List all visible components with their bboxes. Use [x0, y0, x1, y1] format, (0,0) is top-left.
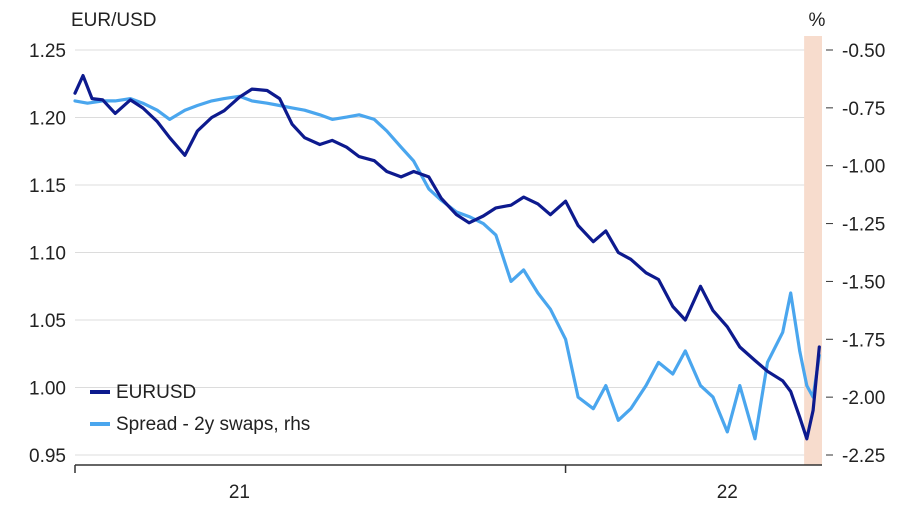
x-tick-label: 22: [717, 482, 738, 503]
right-tick-label: -1.25: [842, 215, 885, 236]
right-axis-title: %: [809, 10, 826, 31]
legend-label-eurusd: EURUSD: [116, 382, 196, 403]
right-tick-label: -1.75: [842, 330, 885, 351]
series-line-spread: [73, 94, 821, 441]
left-tick-label: 1.15: [29, 176, 66, 197]
legend: EURUSD Spread - 2y swaps, rhs: [90, 382, 310, 435]
left-tick-label: 1.10: [29, 244, 66, 265]
series-lines: [73, 73, 821, 441]
right-tick-label: -2.00: [842, 388, 885, 409]
right-tick-label: -2.25: [842, 446, 885, 467]
gridlines: [75, 49, 822, 456]
left-tick-label: 1.25: [29, 41, 66, 62]
series-line-eurusd: [73, 73, 821, 441]
left-tick-label: 1.00: [29, 379, 66, 400]
right-tick-label: -0.50: [842, 41, 885, 62]
x-axis-ticks: 21 22: [74, 465, 738, 503]
right-tick-label: -0.75: [842, 99, 885, 120]
legend-label-spread: Spread - 2y swaps, rhs: [116, 414, 310, 435]
left-tick-label: 1.20: [29, 109, 66, 130]
right-tick-label: -1.50: [842, 272, 885, 293]
x-tick-label: 21: [229, 482, 250, 503]
left-tick-label: 0.95: [29, 446, 66, 467]
left-axis-ticks: 1.25 1.20 1.15 1.10 1.05 1.00 0.95: [29, 41, 66, 467]
left-tick-label: 1.05: [29, 311, 66, 332]
left-axis-title: EUR/USD: [71, 10, 157, 31]
right-tick-label: -1.00: [842, 157, 885, 178]
right-axis-ticks: -0.50 -0.75 -1.00 -1.25 -1.50 -1.75 -2.00 -2.25: [826, 41, 885, 467]
